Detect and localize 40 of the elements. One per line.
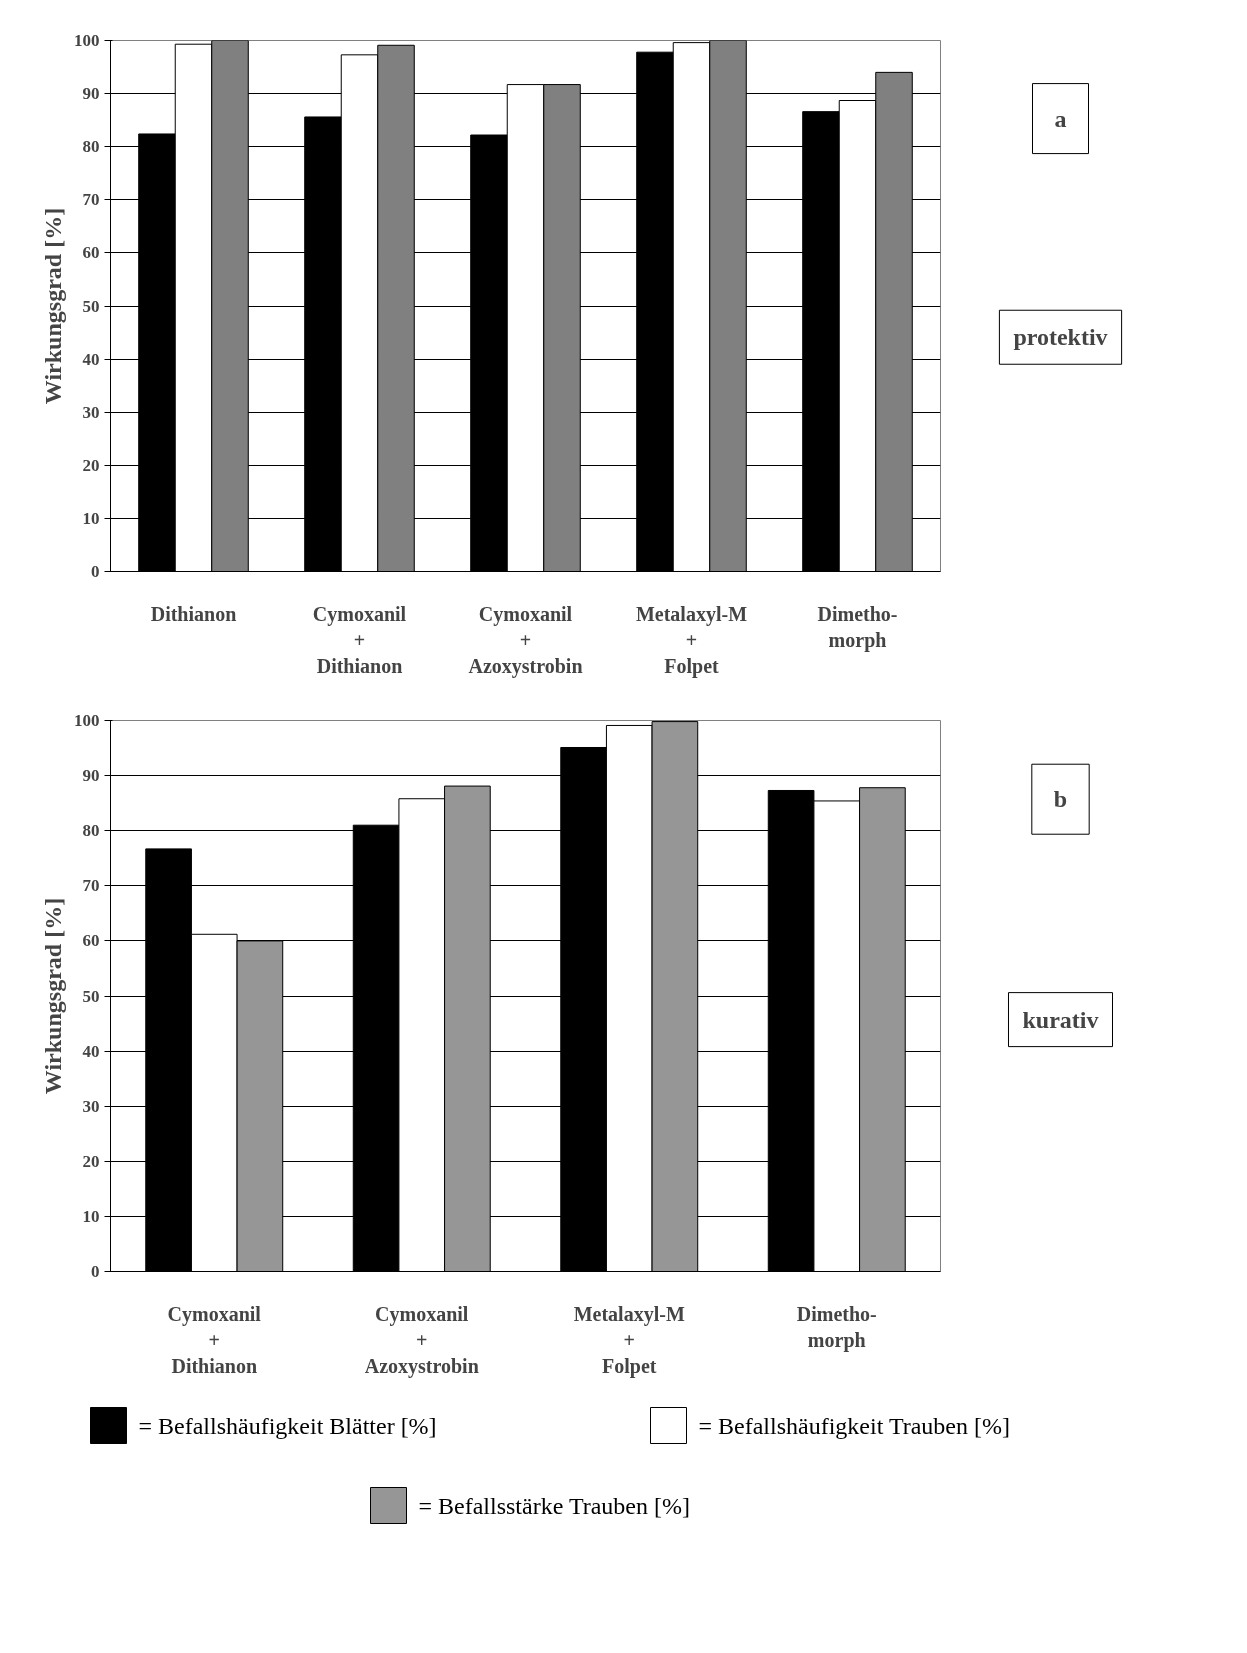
text: kurativ <box>1022 1006 1099 1033</box>
y-tick-label: 20 <box>82 1151 100 1171</box>
y-tick-label: 80 <box>82 821 100 841</box>
y-tick-label: 20 <box>82 455 100 475</box>
y-tick-label: 70 <box>82 190 100 210</box>
y-tick-label: 90 <box>82 766 100 786</box>
y-tick-label: 80 <box>82 137 100 157</box>
y-tick-label: 100 <box>74 711 100 730</box>
x-tick-label: Cymoxanil + Dithianon <box>167 1302 262 1378</box>
text: protektiv <box>1013 324 1108 351</box>
x-tick-label: Cymoxanil + Azoxystrobin <box>468 602 583 679</box>
y-axis-title: Wirkungsgrad [%] <box>40 207 66 405</box>
x-tick-label: Cymoxanil + Azoxystrobin <box>364 1302 479 1379</box>
legend-label: = Befallsstärke Trauben [%] <box>418 1492 690 1519</box>
x-tick-label: Dimetho- morph <box>817 602 898 652</box>
y-tick-label: 0 <box>91 1262 100 1281</box>
legend-label: = Befallshäufigkeit Blätter [%] <box>138 1412 437 1439</box>
x-tick-label: Dimetho- morph <box>796 1302 877 1352</box>
y-tick-label: 40 <box>82 349 100 369</box>
x-tick-label: Dithianon <box>150 602 237 625</box>
y-tick-label: 60 <box>82 243 100 263</box>
y-tick-label: 0 <box>91 562 100 581</box>
x-tick-label: Metalaxyl-M + Folpet <box>635 602 748 679</box>
y-tick-label: 30 <box>82 1096 100 1116</box>
y-tick-label: 50 <box>82 296 100 316</box>
legend-label: = Befallshäufigkeit Trauben [%] <box>698 1412 1010 1439</box>
y-tick-label: 40 <box>82 1041 100 1061</box>
y-tick-label: 50 <box>82 986 100 1006</box>
text: b <box>1053 786 1068 813</box>
y-axis-title: Wirkungsgrad [%] <box>40 897 66 1095</box>
text: a <box>1054 105 1067 132</box>
y-tick-label: 10 <box>82 508 100 528</box>
y-tick-label: 70 <box>82 876 100 896</box>
x-tick-label: Metalaxyl-M + Folpet <box>573 1302 685 1379</box>
y-tick-label: 90 <box>82 84 100 104</box>
y-tick-label: 100 <box>74 31 100 50</box>
x-tick-label: Cymoxanil + Dithianon <box>312 602 407 678</box>
y-tick-label: 60 <box>82 931 100 951</box>
y-tick-label: 10 <box>82 1206 100 1226</box>
y-tick-label: 30 <box>82 402 100 422</box>
